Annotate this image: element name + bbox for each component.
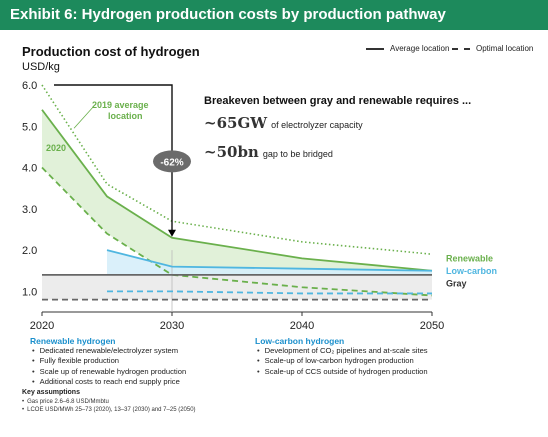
header-banner: Exhibit 6: Hydrogen production costs by …: [0, 0, 548, 30]
legend-average-label: Average location: [390, 44, 450, 53]
reduction-badge: [153, 150, 191, 173]
list-item: Gas price 2.6–6.8 USD/Mmbtu: [22, 398, 196, 406]
gap-callout: ~50bn gap to be bridged: [204, 143, 333, 161]
legend-average: Average location: [366, 44, 449, 53]
y-tick-label: 1.0: [22, 286, 37, 298]
list-item: Fully flexible production: [32, 356, 186, 366]
capacity-callout: ~65GW of electrolyzer capacity: [204, 114, 363, 132]
renewable-optimal-line: [41, 166, 433, 297]
list-item: Development of CO₂ pipelines and at-scal…: [257, 346, 428, 356]
y-tick-label: 6.0: [22, 80, 37, 92]
solid-line-swatch: [366, 47, 384, 50]
key-assumptions-heading: Key assumptions: [22, 389, 80, 396]
list-item: LCOE USD/MWh 25–73 (2020), 13–37 (2030) …: [22, 406, 195, 414]
reduction-arrow-line: [54, 84, 173, 232]
list-item: Scale up of renewable hydrogen productio…: [32, 367, 187, 377]
2019-label-line: 2019 average: [92, 100, 149, 110]
y-tick-label: 4.0: [22, 163, 37, 175]
list-item: Scale-up of low-carbon hydrogen producti…: [257, 356, 428, 366]
capacity-value: ~65GW: [204, 114, 268, 132]
key-assumptions-list: Gas price 2.6–6.8 USD/Mmbtu LCOE USD/MWh…: [22, 398, 196, 414]
dashed-line-swatch: [452, 47, 470, 50]
low-carbon-optimal-line: [107, 290, 432, 295]
gap-text: gap to be bridged: [262, 149, 333, 159]
capacity-text: of electrolyzer capacity: [271, 120, 363, 130]
low-carbon-series-label: Low-carbon: [446, 266, 497, 276]
y-tick-label: 3.0: [22, 204, 37, 216]
2019-label: 2019 average location: [92, 100, 149, 121]
renewable-series-label: Renewable: [446, 254, 493, 264]
2020-label: 2020: [46, 143, 66, 153]
legend-optimal-label: Optimal location: [476, 44, 534, 53]
gray-series-label: Gray: [446, 278, 467, 288]
renewable-range-area: [42, 109, 432, 296]
gray-range-area: [42, 274, 432, 300]
gap-value: ~50bn: [204, 143, 259, 161]
list-item: Dedicated renewable/electrolyzer system: [32, 346, 186, 356]
y-tick-label: 5.0: [22, 121, 37, 133]
legend-optimal: Optimal location: [452, 44, 533, 53]
y-tick-label: 2.0: [22, 245, 37, 257]
renewable-hydrogen-list: Dedicated renewable/electrolyzer system …: [32, 346, 187, 388]
list-item: Additional costs to reach end supply pri…: [32, 377, 186, 387]
renewable-hydrogen-heading: Renewable hydrogen: [30, 336, 116, 346]
renewable-average-line: [41, 109, 433, 272]
reduction-badge-label: -62%: [160, 157, 183, 168]
2019-label-line: location: [108, 111, 143, 121]
x-tick-label: 2030: [160, 320, 184, 332]
low-carbon-average-line: [106, 249, 433, 272]
breakeven-heading: Breakeven between gray and renewable req…: [204, 95, 472, 107]
y-axis-unit: USD/kg: [22, 61, 60, 73]
x-tick-label: 2040: [290, 320, 314, 332]
exhibit-title: Exhibit 6: Hydrogen production costs by …: [10, 6, 446, 23]
list-item: Scale-up of CCS outside of hydrogen prod…: [257, 367, 428, 377]
low-carbon-hydrogen-list: Development of CO₂ pipelines and at-scal…: [257, 346, 428, 377]
chart-title: Production cost of hydrogen: [22, 44, 200, 59]
x-tick-label: 2050: [420, 320, 444, 332]
2019-leader-line: [73, 105, 95, 129]
low-carbon-hydrogen-heading: Low-carbon hydrogen: [255, 336, 345, 346]
reduction-arrow-head: [168, 229, 176, 237]
x-tick-label: 2020: [30, 320, 54, 332]
2019-average-location-dotted-line: [41, 84, 433, 256]
